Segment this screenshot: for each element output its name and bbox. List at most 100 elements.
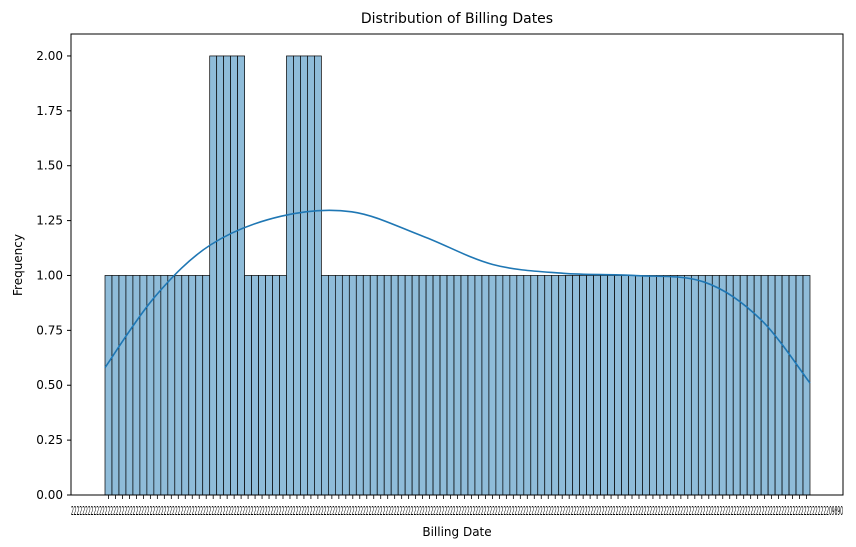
histogram-bar (788, 275, 797, 496)
histogram-bar (635, 275, 643, 496)
histogram-bar (376, 275, 385, 496)
histogram-bar (223, 55, 231, 496)
y-tick-label: 0.75 (36, 323, 63, 337)
histogram-bar (467, 275, 476, 496)
histogram-bar (460, 275, 469, 496)
histogram-bar (781, 275, 790, 496)
histogram-bar (453, 275, 462, 496)
histogram-bar (383, 275, 392, 496)
x-axis-label: Billing Date (422, 525, 491, 539)
histogram-bar (397, 275, 406, 496)
y-tick-label: 0.50 (36, 378, 63, 392)
histogram-bar (160, 275, 169, 496)
histogram-bar (725, 275, 734, 496)
histogram-bar (579, 275, 587, 496)
histogram-bar (572, 275, 581, 496)
y-tick-label: 0.00 (36, 488, 63, 502)
x-tick-labels: 2222222222222222222222222222222222222222… (71, 504, 843, 518)
histogram-bar (293, 55, 301, 496)
histogram-bar (544, 275, 553, 496)
histogram-bar (711, 275, 720, 496)
histogram-bar (111, 275, 120, 496)
histogram-bar (404, 275, 413, 496)
histogram-bar (677, 275, 685, 496)
histogram-bar (216, 55, 225, 496)
histogram-bar (334, 275, 343, 496)
histogram-bar (390, 275, 399, 496)
histogram-bar (523, 275, 532, 496)
histogram-bar (697, 275, 706, 496)
histogram-bar (244, 275, 252, 496)
histogram-bar (153, 275, 162, 496)
histogram-bar (593, 275, 601, 496)
y-tick-label: 1.50 (36, 159, 63, 173)
histogram-bar (132, 275, 141, 496)
y-tick-label: 1.00 (36, 268, 63, 282)
histogram-bar (530, 275, 539, 496)
histogram-bar (188, 275, 197, 496)
y-tick-label: 1.25 (36, 214, 63, 228)
histogram-bar (251, 275, 259, 496)
histogram-bar (600, 275, 608, 496)
histogram-bar (202, 275, 211, 496)
histogram-bar (495, 275, 504, 496)
histogram-bar (481, 275, 490, 496)
histogram-bar (690, 275, 699, 496)
histogram-bar (237, 55, 245, 496)
y-axis-label: Frequency (11, 234, 25, 296)
histogram-bar (516, 275, 525, 496)
histogram-bar (258, 275, 266, 496)
histogram-bar (649, 275, 657, 496)
y-tick-label: 2.00 (36, 49, 63, 63)
histogram-bar (551, 275, 560, 496)
histogram-bar (272, 275, 280, 496)
histogram-bar (670, 275, 678, 496)
histogram-bar (181, 275, 190, 496)
histogram-bar (732, 275, 741, 496)
chart-title: Distribution of Billing Dates (361, 11, 553, 27)
histogram-bar (362, 275, 371, 496)
histogram-bar (230, 55, 238, 496)
y-tick-label: 0.25 (36, 433, 63, 447)
histogram-bar (628, 275, 636, 496)
histogram-bar (502, 275, 511, 496)
y-tick-label: 1.75 (36, 104, 63, 118)
y-axis: 0.00 0.25 0.50 0.75 1.00 1.25 1.50 1.75 2.00 (36, 49, 71, 502)
histogram-bar (418, 275, 427, 496)
histogram-bar (439, 275, 448, 496)
histogram-bar (265, 275, 273, 496)
histogram-bar (146, 275, 155, 496)
histogram-bar (586, 275, 594, 496)
histogram-bar (328, 275, 336, 496)
histogram-bars (104, 55, 811, 496)
histogram-bar (802, 275, 811, 496)
histogram-bar (314, 55, 322, 496)
histogram-bar (300, 55, 308, 496)
histogram-bar (307, 55, 315, 496)
histogram-bar (118, 275, 127, 496)
histogram-bar (656, 275, 664, 496)
histogram-bar (355, 275, 364, 496)
histogram-bar (704, 275, 713, 496)
histogram-bar (125, 275, 134, 496)
histogram-bar (558, 275, 567, 496)
histogram-bar (614, 275, 622, 496)
histogram-bar (537, 275, 546, 496)
histogram-bar (321, 275, 329, 496)
histogram-bar (774, 275, 783, 496)
histogram-bar (642, 275, 650, 496)
histogram-bar (446, 275, 455, 496)
histogram-bar (341, 275, 350, 496)
histogram-bar (663, 275, 671, 496)
histogram-bar (432, 275, 441, 496)
histogram-bar (509, 275, 518, 496)
histogram-bar (753, 275, 762, 496)
x-axis-ticks (108, 495, 807, 499)
histogram-bar (760, 275, 769, 496)
histogram-bar (411, 275, 420, 496)
histogram-bar (565, 275, 574, 496)
histogram-bar (474, 275, 483, 496)
histogram-bar (488, 275, 497, 496)
histogram-bar (621, 275, 629, 496)
histogram-bar (795, 275, 804, 496)
